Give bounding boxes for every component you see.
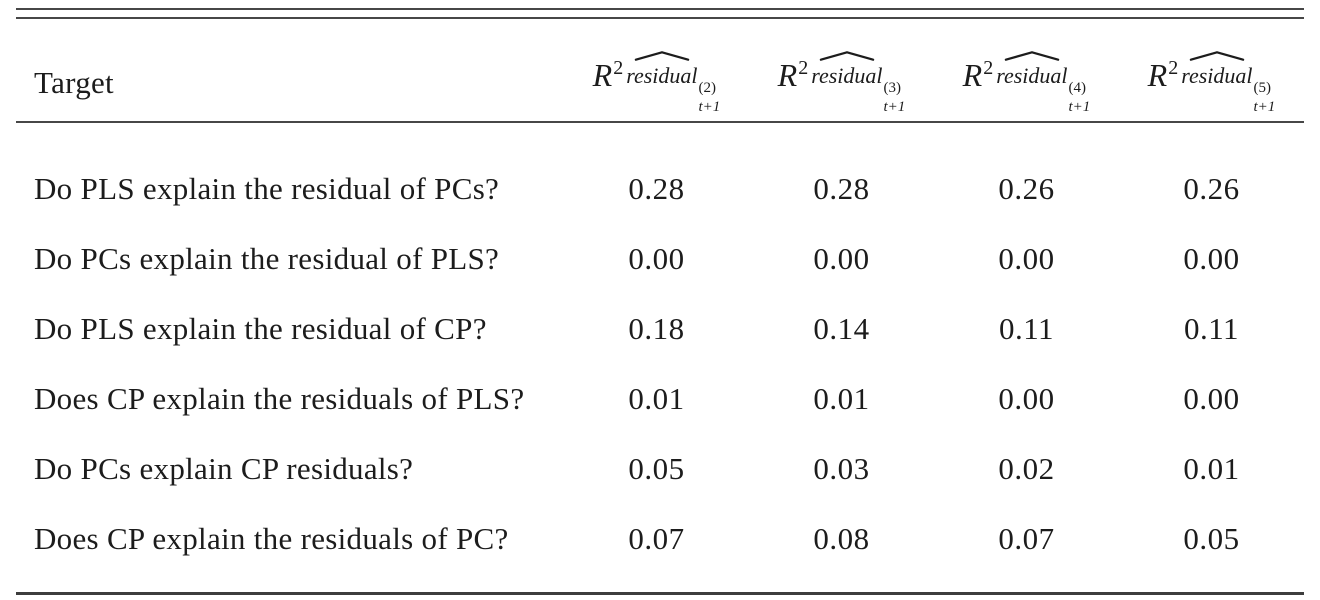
cell-value: 0.03 bbox=[813, 451, 870, 486]
cell-value: 0.07 bbox=[628, 521, 685, 556]
top-rule-outer bbox=[16, 8, 1304, 10]
math-hat-word: residual bbox=[626, 51, 698, 88]
cell-value: 0.11 bbox=[1183, 311, 1240, 346]
bottom-rule bbox=[16, 592, 1304, 595]
math-time-subscript: t+1 bbox=[1068, 99, 1091, 115]
math-exponent: 2 bbox=[1168, 57, 1179, 79]
cell-value: 0.08 bbox=[813, 521, 870, 556]
math-superscript: (3) bbox=[883, 80, 902, 96]
cell-value: 0.00 bbox=[628, 241, 685, 276]
widehat-icon bbox=[819, 51, 875, 61]
math-hat-word: residual bbox=[996, 51, 1068, 88]
math-word-residual: residual bbox=[1181, 63, 1253, 88]
math-subscript-block: residual (5) t+1 bbox=[1181, 51, 1276, 117]
cell-value: 0.18 bbox=[628, 311, 685, 346]
table-row: Do PCs explain the residual of PLS? 0.00… bbox=[16, 224, 1304, 294]
math-base: R2 bbox=[963, 58, 994, 91]
row-label: Do PCs explain the residual of PLS? bbox=[34, 241, 500, 276]
cell-value: 0.02 bbox=[998, 451, 1055, 486]
cell-value: 0.00 bbox=[1183, 381, 1240, 416]
cell-value: 0.28 bbox=[813, 171, 870, 206]
cell-value: 0.11 bbox=[998, 311, 1055, 346]
row-label: Do PLS explain the residual of CP? bbox=[34, 311, 487, 346]
table-row: Do PLS explain the residual of CP? 0.18 … bbox=[16, 294, 1304, 364]
cell-value: 0.00 bbox=[813, 241, 870, 276]
cell-value: 0.01 bbox=[1183, 451, 1240, 486]
cell-value: 0.01 bbox=[628, 381, 685, 416]
table-row: Does CP explain the residuals of PC? 0.0… bbox=[16, 504, 1304, 574]
math-subscript-block: residual (2) t+1 bbox=[626, 51, 721, 117]
cell-value: 0.00 bbox=[1183, 241, 1240, 276]
cell-value: 0.28 bbox=[628, 171, 685, 206]
math-supsub-stack: (4) t+1 bbox=[1069, 81, 1091, 115]
math-exponent: 2 bbox=[798, 57, 809, 79]
cell-value: 0.05 bbox=[1183, 521, 1240, 556]
table-body: Do PLS explain the residual of PCs? 0.28… bbox=[16, 123, 1304, 574]
row-label: Do PLS explain the residual of PCs? bbox=[34, 171, 500, 206]
cell-value: 0.07 bbox=[998, 521, 1055, 556]
math-supsub-stack: (3) t+1 bbox=[884, 81, 906, 115]
math-subscript-block: residual (4) t+1 bbox=[996, 51, 1091, 117]
math-superscript: (5) bbox=[1253, 80, 1272, 96]
cell-value: 0.01 bbox=[813, 381, 870, 416]
math-base: R2 bbox=[778, 58, 809, 91]
top-rule-inner bbox=[16, 17, 1304, 19]
column-header-r2-residual-3: R2 residual (3) t+1 bbox=[749, 51, 934, 121]
row-label: Does CP explain the residuals of PC? bbox=[34, 521, 509, 556]
math-r2-residual: R2 residual (2) t+1 bbox=[593, 51, 721, 117]
math-superscript: (4) bbox=[1068, 80, 1087, 96]
row-label: Do PCs explain CP residuals? bbox=[34, 451, 414, 486]
math-time-subscript: t+1 bbox=[1253, 99, 1276, 115]
column-header-r2-residual-4: R2 residual (4) t+1 bbox=[934, 51, 1119, 121]
column-header-r2-residual-5: R2 residual (5) t+1 bbox=[1119, 51, 1304, 121]
cell-value: 0.14 bbox=[813, 311, 870, 346]
math-r2-residual: R2 residual (3) t+1 bbox=[778, 51, 906, 117]
math-word-residual: residual bbox=[996, 63, 1068, 88]
column-header-target: Target bbox=[34, 65, 114, 100]
table-header-row: Target R2 residual (2) t+1 R2 bbox=[16, 19, 1304, 121]
widehat-icon bbox=[1189, 51, 1245, 61]
cell-value: 0.26 bbox=[998, 171, 1055, 206]
math-supsub-stack: (5) t+1 bbox=[1254, 81, 1276, 115]
cell-value: 0.05 bbox=[628, 451, 685, 486]
widehat-icon bbox=[634, 51, 690, 61]
math-word-residual: residual bbox=[626, 63, 698, 88]
widehat-icon bbox=[1004, 51, 1060, 61]
math-base-letter: R bbox=[962, 57, 983, 93]
math-hat-word: residual bbox=[811, 51, 883, 88]
math-hat-word: residual bbox=[1181, 51, 1253, 88]
row-label: Does CP explain the residuals of PLS? bbox=[34, 381, 525, 416]
math-exponent: 2 bbox=[613, 57, 624, 79]
math-word-residual: residual bbox=[811, 63, 883, 88]
math-subscript-block: residual (3) t+1 bbox=[811, 51, 906, 117]
math-supsub-stack: (2) t+1 bbox=[699, 81, 721, 115]
table-row: Do PLS explain the residual of PCs? 0.28… bbox=[16, 154, 1304, 224]
header-divider-rule bbox=[16, 121, 1304, 123]
math-time-subscript: t+1 bbox=[883, 99, 906, 115]
math-base-letter: R bbox=[777, 57, 798, 93]
math-superscript: (2) bbox=[698, 80, 717, 96]
math-base-letter: R bbox=[1147, 57, 1168, 93]
math-base: R2 bbox=[1148, 58, 1179, 91]
math-exponent: 2 bbox=[983, 57, 994, 79]
cell-value: 0.00 bbox=[998, 381, 1055, 416]
cell-value: 0.00 bbox=[998, 241, 1055, 276]
table-container: Target R2 residual (2) t+1 R2 bbox=[16, 8, 1304, 595]
math-base: R2 bbox=[593, 58, 624, 91]
table-row: Does CP explain the residuals of PLS? 0.… bbox=[16, 364, 1304, 434]
math-base-letter: R bbox=[592, 57, 613, 93]
table-row: Do PCs explain CP residuals? 0.05 0.03 0… bbox=[16, 434, 1304, 504]
math-r2-residual: R2 residual (5) t+1 bbox=[1148, 51, 1276, 117]
math-r2-residual: R2 residual (4) t+1 bbox=[963, 51, 1091, 117]
cell-value: 0.26 bbox=[1183, 171, 1240, 206]
math-time-subscript: t+1 bbox=[698, 99, 721, 115]
column-header-r2-residual-2: R2 residual (2) t+1 bbox=[564, 51, 749, 121]
